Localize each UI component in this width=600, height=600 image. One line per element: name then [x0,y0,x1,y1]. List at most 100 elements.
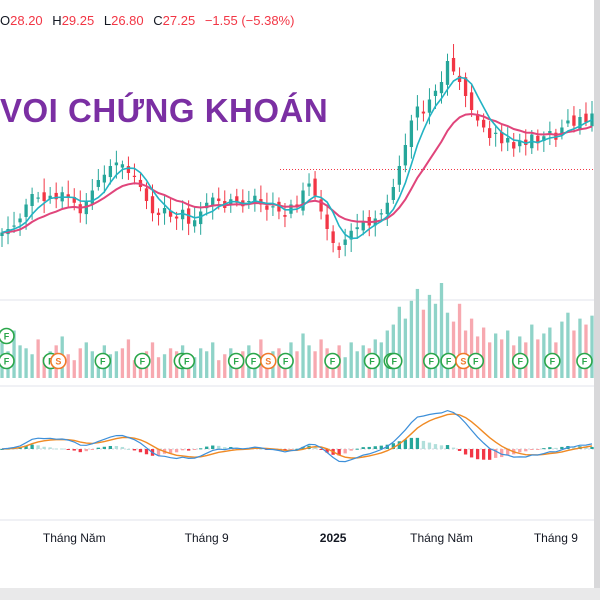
macd-histogram-bar [469,449,474,458]
badge-circle [467,352,485,370]
volume-bar [433,303,438,378]
macd-histogram-bar [349,449,353,451]
event-badge-f[interactable]: F [277,352,294,370]
high-value: 29.25 [61,13,95,28]
candle-body [325,214,329,229]
volume-bar [108,354,113,378]
macd-histogram-bar [180,449,185,451]
event-badge-f[interactable]: F [576,352,593,370]
macd-histogram-bar [223,447,227,449]
volume-bar [427,294,432,378]
candle-body [102,174,107,183]
event-badge-f[interactable]: F [178,352,196,370]
macd-histogram-bar [560,446,564,449]
badge-label: F [140,356,146,366]
macd-histogram-bar [186,449,191,451]
badge-circle [576,352,593,370]
macd-histogram-bar [289,449,293,450]
macd-histogram-bar [259,448,263,450]
macd-histogram-bar [114,446,119,449]
open-value: 28.20 [10,13,43,28]
event-badge-f[interactable]: F [544,352,561,370]
candle-body [271,206,275,208]
event-badge-f[interactable]: F [94,352,112,370]
candle-body [385,202,389,215]
event-badge-f[interactable]: F [423,352,440,370]
candle-body [421,111,426,114]
badge-circle [134,352,151,370]
macd-histogram-bar [24,445,28,449]
candle-body [355,227,359,230]
bottom-scrollbar[interactable] [0,588,600,600]
macd-histogram-bar [132,449,137,451]
badge-label: S [265,356,271,366]
macd-histogram-bar [48,447,52,449]
event-badge-f[interactable]: F [227,352,245,370]
open-label: O [0,13,11,28]
volume-bar [397,306,402,378]
volume-bar [211,342,215,378]
volume-bar [403,318,408,378]
volume-bar [584,324,588,378]
volume-bar [90,351,94,378]
candle-body [349,230,353,240]
candle-body [560,127,564,135]
candle-body [162,208,167,214]
candle-body [494,132,498,134]
badge-label: F [446,356,452,366]
event-badge-f[interactable]: F [0,352,15,370]
event-badge-f[interactable]: F [245,352,262,370]
candle-body [150,196,155,214]
badge-label: F [4,356,10,366]
volume-bar [72,360,76,378]
right-scrollbar[interactable] [594,0,600,600]
event-badge-s[interactable]: S [50,352,67,370]
macd-histogram-bar [524,449,528,452]
candle-body [451,57,456,72]
candle-body [548,131,552,135]
candle-body [168,210,173,217]
volume-bar [536,339,540,378]
candle-body [572,115,576,126]
event-badge-f[interactable]: F [467,352,485,370]
volume-bar [494,333,498,378]
macd-histogram-bar [319,449,323,450]
candle-body [114,162,119,166]
event-badge-f[interactable]: F [440,352,457,370]
macd-histogram-bar [584,447,588,449]
badge-circle [324,352,341,370]
event-badge-f[interactable]: F [324,352,341,370]
macd-histogram-bar [78,449,82,453]
candle-body [463,77,468,96]
macd-histogram-bar [481,449,486,460]
macd-histogram-bar [205,446,209,449]
event-badge-f[interactable]: F [134,352,151,370]
volume-bar [217,360,221,378]
event-badge-s[interactable]: S [259,352,277,370]
event-badge-f[interactable]: F [511,352,529,370]
volume-bar [469,318,474,378]
event-badge-f[interactable]: F [0,327,15,345]
event-badge-f[interactable]: F [363,352,381,370]
macd-line [1,409,593,463]
macd-histogram-bar [403,439,408,449]
badge-label: S [460,356,466,366]
macd-histogram-bar [487,449,492,460]
volume-bar [24,348,28,378]
badge-label: F [4,331,10,341]
macd-histogram-bar [536,449,540,450]
macd-histogram-bar [42,446,46,449]
badge-label: F [184,356,190,366]
event-badge-f[interactable]: F [385,352,403,370]
badge-circle [544,352,561,370]
volume-bar [445,312,450,378]
macd-histogram-bar [427,442,432,449]
macd-histogram-bar [457,449,462,451]
close-value: 27.25 [162,13,196,28]
macd-histogram-bar [199,448,203,450]
volume-bar [566,312,570,378]
volume-bar [162,354,167,378]
macd-histogram-bar [572,446,576,449]
